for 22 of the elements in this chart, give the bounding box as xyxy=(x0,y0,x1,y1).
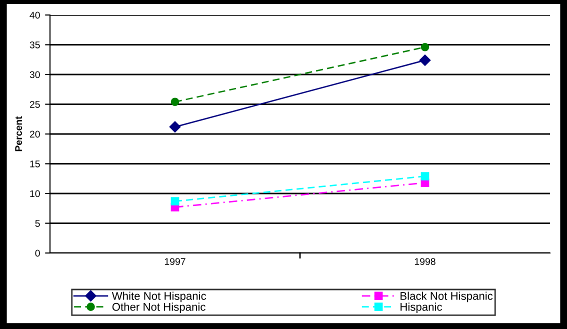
point xyxy=(170,197,180,206)
legend-label: Hispanic xyxy=(400,302,442,313)
point xyxy=(420,172,430,180)
legend-label: Other Not Hispanic xyxy=(112,302,206,313)
y-tick-label: 40 xyxy=(30,12,40,19)
y-tick-label: 35 xyxy=(30,41,40,48)
legend-label: White Not Hispanic xyxy=(112,292,206,302)
point xyxy=(170,98,180,106)
x-tick-label: 1997 xyxy=(164,258,186,265)
x-tick-label: 1998 xyxy=(414,258,436,265)
y-tick-label: 15 xyxy=(30,160,40,168)
legend-label: Black Not Hispanic xyxy=(400,292,493,302)
y-tick-label: 25 xyxy=(30,100,40,108)
y-tick-label: 20 xyxy=(30,130,40,138)
y-tick-label: 10 xyxy=(30,190,40,198)
y-tick-label: 30 xyxy=(30,71,40,78)
y-tick-label: 0 xyxy=(35,250,40,257)
y-axis-title: Percent xyxy=(15,116,22,152)
point xyxy=(419,54,431,66)
point xyxy=(169,121,181,132)
y-tick-label: 5 xyxy=(35,220,40,227)
point xyxy=(420,42,430,52)
